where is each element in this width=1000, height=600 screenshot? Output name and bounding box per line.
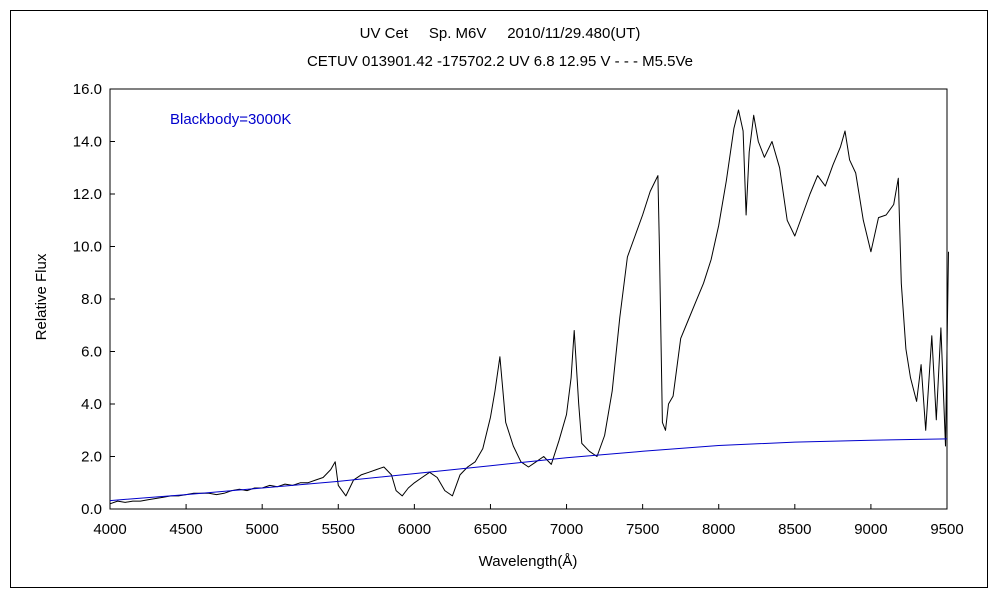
x-axis-label: Wavelength(Å)	[479, 553, 578, 570]
x-tick-label: 4000	[93, 521, 126, 538]
blackbody-line	[109, 438, 948, 502]
chart-frame	[10, 10, 988, 588]
x-tick-label: 9000	[854, 521, 887, 538]
y-axis-label: Relative Flux	[33, 253, 50, 340]
x-tick-label: 5000	[245, 521, 278, 538]
blackbody-annotation: Blackbody=3000K	[170, 111, 291, 128]
y-tick-label: 10.0	[73, 239, 102, 256]
x-tick-label: 6500	[474, 521, 507, 538]
chart-subtitle: CETUV 013901.42 -175702.2 UV 6.8 12.95 V…	[306, 53, 694, 70]
plot-area	[109, 88, 948, 510]
y-tick-label: 0.0	[81, 501, 102, 518]
y-tick-label: 8.0	[81, 291, 102, 308]
x-tick-label: 8500	[778, 521, 811, 538]
series-group	[109, 109, 949, 505]
y-tick-label: 2.0	[81, 449, 102, 466]
y-tick-label: 6.0	[81, 344, 102, 361]
y-tick-label: 14.0	[73, 134, 102, 151]
y-tick-label: 12.0	[73, 186, 102, 203]
x-tick-label: 9500	[930, 521, 963, 538]
y-axis: 0.0 2.0 4.0 6.0 8.0 10.0 12.0 14.0 16.0	[73, 81, 115, 518]
spectrum-line	[109, 109, 949, 505]
y-tick-label: 16.0	[73, 81, 102, 98]
x-tick-label: 5500	[322, 521, 355, 538]
chart-title: UV Cet Sp. M6V 2010/11/29.480(UT)	[359, 25, 641, 42]
x-tick-label: 7500	[626, 521, 659, 538]
x-axis: 4000 4500 5000 5500 6000 6500 7000 7500 8000 8500…	[93, 504, 964, 538]
x-tick-label: 8000	[702, 521, 735, 538]
y-tick-label: 4.0	[81, 396, 102, 413]
x-tick-label: 4500	[169, 521, 202, 538]
x-tick-label: 6000	[398, 521, 431, 538]
x-tick-label: 7000	[550, 521, 583, 538]
